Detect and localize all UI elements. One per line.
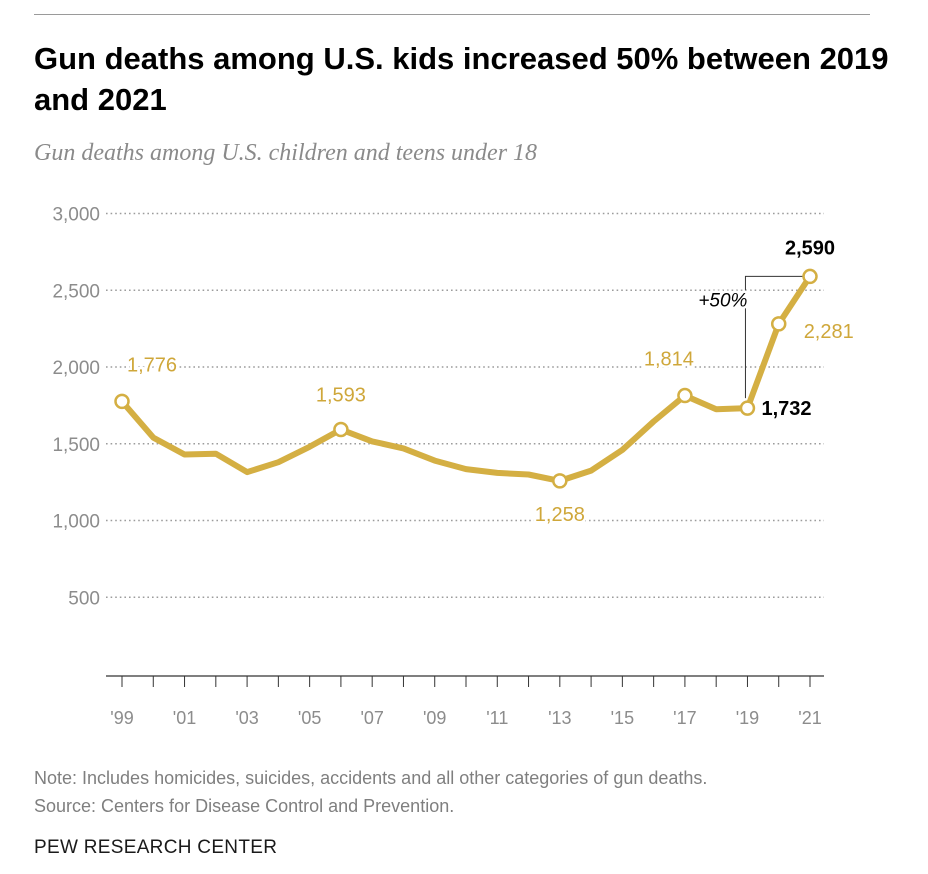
x-tick-label: '99 (110, 708, 133, 728)
series-line (119, 273, 813, 484)
data-point-marker (333, 421, 349, 438)
annotation-bracket (744, 275, 806, 399)
top-rule (34, 14, 870, 15)
line-chart: 500 1,000 1,500 2,000 2,500 3,000 '99 '01 '03 '05… (52, 205, 856, 729)
source-text: Source: Centers for Disease Control and … (34, 796, 455, 816)
data-point-marker (552, 473, 568, 489)
data-label: 1,593 (316, 384, 366, 406)
chart-title: Gun deaths among U.S. kids increased 50%… (34, 41, 889, 117)
x-tick-label: '03 (235, 708, 258, 728)
data-point-marker (770, 316, 787, 332)
annotation-label: +50% (698, 290, 747, 311)
footnotes: Note: Includes homicides, suicides, acci… (34, 764, 707, 820)
x-tick-label: '13 (548, 708, 571, 728)
x-tick-label: '19 (736, 708, 759, 728)
data-point-marker (802, 268, 818, 285)
x-tick-label: '11 (486, 708, 508, 728)
data-label: 1,258 (535, 504, 585, 526)
y-tick-label: 1,000 (52, 512, 100, 533)
data-point-marker (677, 387, 693, 404)
data-label: 1,776 (127, 354, 177, 376)
x-tick-label: '05 (298, 708, 321, 728)
data-label: 2,590 (785, 237, 835, 259)
x-tick-label: '15 (611, 708, 634, 728)
y-tick-label: 3,000 (52, 205, 100, 226)
data-point-marker (114, 393, 130, 410)
data-point-marker (739, 400, 756, 416)
x-tick-label: '07 (360, 708, 383, 728)
brand-logo-text: PEW RESEARCH CENTER (34, 837, 278, 858)
y-tick-label: 2,000 (52, 358, 100, 379)
x-tick-label: '21 (798, 708, 821, 728)
x-tick-label: '01 (173, 708, 196, 728)
data-label: 1,814 (644, 349, 694, 371)
note-text: Note: Includes homicides, suicides, acci… (34, 768, 708, 788)
x-tick-label: '17 (673, 708, 696, 728)
y-tick-label: 500 (68, 588, 100, 609)
data-label: 1,732 (761, 398, 811, 420)
y-tick-label: 2,500 (52, 281, 100, 302)
chart-subtitle: Gun deaths among U.S. children and teens… (34, 140, 538, 166)
data-label: 2,281 (804, 321, 854, 343)
x-tick-label: '09 (423, 708, 446, 728)
y-tick-label: 1,500 (52, 435, 100, 456)
